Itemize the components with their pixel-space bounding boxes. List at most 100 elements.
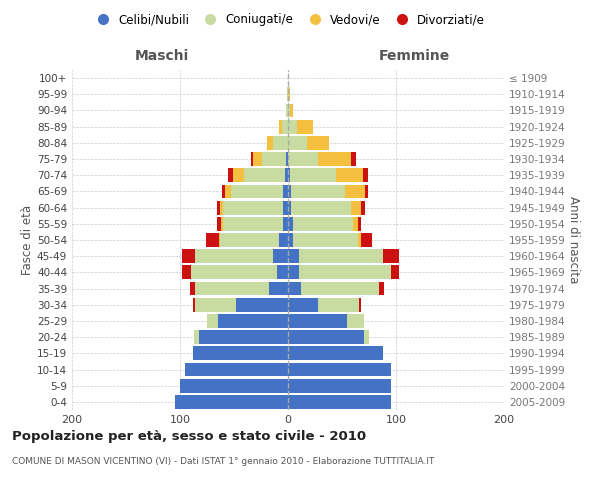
- Legend: Celibi/Nubili, Coniugati/e, Vedovi/e, Divorziati/e: Celibi/Nubili, Coniugati/e, Vedovi/e, Di…: [86, 8, 490, 31]
- Bar: [293, 233, 358, 247]
- Bar: [269, 282, 288, 296]
- Bar: [364, 330, 369, 344]
- Bar: [288, 379, 391, 392]
- Bar: [273, 250, 288, 263]
- Bar: [182, 250, 195, 263]
- Bar: [283, 184, 288, 198]
- Bar: [288, 88, 289, 101]
- Bar: [296, 120, 313, 134]
- Bar: [283, 200, 288, 214]
- Bar: [288, 395, 391, 409]
- Bar: [191, 266, 277, 280]
- Bar: [231, 184, 283, 198]
- Bar: [193, 298, 195, 312]
- Bar: [220, 233, 280, 247]
- Bar: [251, 152, 253, 166]
- Bar: [383, 250, 399, 263]
- Bar: [286, 152, 288, 166]
- Bar: [350, 200, 361, 214]
- Bar: [262, 152, 286, 166]
- Bar: [361, 200, 365, 214]
- Bar: [288, 152, 318, 166]
- Text: Femmine: Femmine: [379, 48, 449, 62]
- Bar: [193, 346, 288, 360]
- Bar: [289, 88, 290, 101]
- Bar: [285, 168, 288, 182]
- Bar: [362, 168, 368, 182]
- Bar: [206, 233, 219, 247]
- Bar: [359, 298, 361, 312]
- Bar: [221, 217, 223, 230]
- Bar: [299, 266, 391, 280]
- Bar: [288, 314, 347, 328]
- Bar: [207, 314, 218, 328]
- Bar: [288, 330, 364, 344]
- Bar: [307, 136, 329, 149]
- Bar: [195, 282, 269, 296]
- Bar: [290, 168, 335, 182]
- Bar: [347, 314, 364, 328]
- Bar: [353, 217, 358, 230]
- Bar: [220, 200, 223, 214]
- Bar: [219, 233, 220, 247]
- Bar: [288, 346, 383, 360]
- Bar: [345, 184, 365, 198]
- Bar: [379, 282, 384, 296]
- Bar: [175, 395, 288, 409]
- Y-axis label: Fasce di età: Fasce di età: [21, 205, 34, 275]
- Bar: [286, 104, 288, 118]
- Bar: [290, 104, 293, 118]
- Bar: [291, 184, 345, 198]
- Bar: [185, 362, 288, 376]
- Bar: [277, 266, 288, 280]
- Bar: [288, 136, 307, 149]
- Bar: [318, 298, 359, 312]
- Y-axis label: Anni di nascita: Anni di nascita: [566, 196, 580, 284]
- Bar: [223, 200, 283, 214]
- Bar: [288, 184, 291, 198]
- Bar: [358, 233, 361, 247]
- Bar: [190, 282, 195, 296]
- Bar: [268, 136, 273, 149]
- Bar: [288, 282, 301, 296]
- Bar: [287, 88, 288, 101]
- Bar: [217, 200, 220, 214]
- Bar: [195, 298, 236, 312]
- Bar: [222, 184, 226, 198]
- Bar: [301, 282, 379, 296]
- Text: Popolazione per età, sesso e stato civile - 2010: Popolazione per età, sesso e stato civil…: [12, 430, 366, 443]
- Bar: [195, 250, 273, 263]
- Bar: [283, 217, 288, 230]
- Bar: [253, 152, 262, 166]
- Bar: [236, 298, 288, 312]
- Bar: [350, 152, 356, 166]
- Bar: [280, 120, 281, 134]
- Bar: [288, 200, 291, 214]
- Bar: [288, 298, 318, 312]
- Bar: [281, 120, 288, 134]
- Bar: [233, 168, 244, 182]
- Bar: [288, 362, 391, 376]
- Bar: [273, 136, 288, 149]
- Bar: [391, 266, 399, 280]
- Bar: [227, 168, 233, 182]
- Bar: [223, 217, 283, 230]
- Bar: [293, 217, 353, 230]
- Bar: [288, 168, 290, 182]
- Bar: [288, 233, 293, 247]
- Bar: [288, 217, 293, 230]
- Bar: [299, 250, 383, 263]
- Bar: [218, 314, 288, 328]
- Bar: [180, 379, 288, 392]
- Bar: [288, 120, 296, 134]
- Bar: [318, 152, 350, 166]
- Bar: [280, 233, 288, 247]
- Bar: [288, 250, 299, 263]
- Bar: [335, 168, 362, 182]
- Text: COMUNE DI MASON VICENTINO (VI) - Dati ISTAT 1° gennaio 2010 - Elaborazione TUTTI: COMUNE DI MASON VICENTINO (VI) - Dati IS…: [12, 458, 434, 466]
- Bar: [358, 217, 361, 230]
- Bar: [291, 200, 350, 214]
- Bar: [288, 104, 290, 118]
- Bar: [244, 168, 285, 182]
- Text: Maschi: Maschi: [135, 48, 189, 62]
